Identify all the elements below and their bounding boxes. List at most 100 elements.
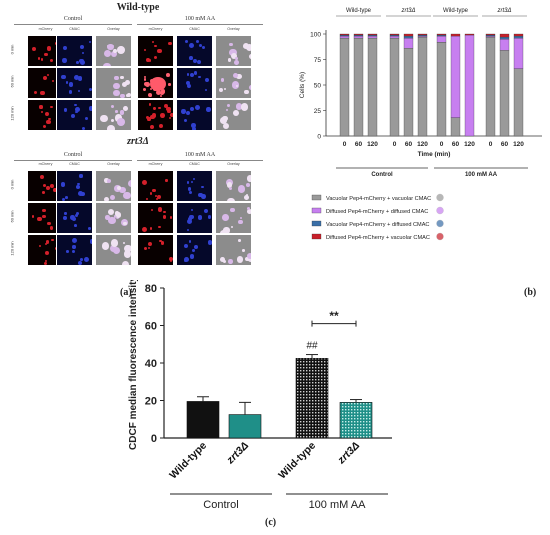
cell-blob — [201, 46, 206, 50]
cell-blob — [159, 90, 165, 96]
cell-blob — [156, 89, 162, 95]
column-header: mCherry — [148, 162, 163, 166]
micrograph-tile — [95, 67, 132, 99]
bar — [186, 401, 220, 439]
cell-blob — [128, 180, 131, 188]
condition-label-control: Control — [203, 499, 238, 511]
condition-label-aa: 100 mM AA — [465, 172, 498, 178]
cell-blob — [246, 207, 250, 211]
cell-blob — [183, 257, 189, 262]
column-header: CMAC — [189, 27, 200, 31]
legend-swatch — [311, 194, 322, 201]
cell-blob — [191, 248, 196, 253]
cell-blob — [62, 45, 68, 51]
cell-blob — [123, 250, 131, 259]
cell-blob — [60, 182, 66, 188]
cell-blob — [78, 90, 81, 93]
cell-blob — [68, 82, 74, 87]
cell-blob — [145, 197, 149, 201]
cell-blob — [198, 192, 203, 198]
legend-swatch — [311, 233, 322, 240]
cell-blob — [152, 189, 156, 193]
stacked-bar-segment — [403, 33, 414, 37]
cell-blob — [237, 185, 246, 193]
cell-blob — [160, 241, 164, 245]
cell-blob — [38, 244, 42, 248]
stacked-bar-segment — [436, 42, 447, 137]
cell-blob — [39, 105, 43, 109]
cell-blob — [142, 227, 148, 233]
micrograph-tile — [95, 170, 132, 202]
cell-blob — [163, 215, 167, 219]
cell-blob — [62, 58, 67, 63]
cell-blob — [223, 87, 227, 90]
cell-blob — [201, 185, 204, 188]
cell-blob — [160, 113, 165, 119]
stacked-bar-segment — [389, 37, 400, 137]
x-tick-label: 60 — [355, 141, 363, 148]
column-header: Overlay — [227, 27, 240, 31]
micrograph-tile — [56, 99, 93, 131]
x-tick-label: 0 — [489, 141, 493, 148]
cell-blob — [43, 124, 47, 129]
group-header-label: Wild-type — [443, 8, 469, 14]
micrograph-tile — [56, 170, 93, 202]
stacked-bar-segment — [417, 34, 428, 37]
micrograph-tile — [56, 202, 93, 234]
cell-blob — [71, 238, 77, 243]
cell-blob — [246, 252, 251, 260]
stacked-bar-segment — [485, 34, 496, 37]
cell-blob — [51, 238, 54, 242]
cell-blob — [49, 226, 54, 230]
cell-blob — [247, 209, 251, 215]
cell-blob — [248, 53, 251, 59]
cell-blob — [102, 242, 110, 250]
stacked-bar-segment — [436, 34, 447, 37]
cell-blob — [151, 208, 154, 212]
cell-blob — [245, 182, 250, 187]
cell-blob — [72, 250, 76, 254]
micrograph-tile — [95, 234, 132, 266]
cell-blob — [190, 208, 194, 212]
cell-blob — [79, 59, 85, 65]
cell-blob — [77, 76, 83, 81]
cell-blob — [147, 241, 153, 247]
wt-condition-aa: 100 mM AA — [184, 16, 216, 22]
cell-blob — [119, 186, 126, 194]
cell-blob — [187, 219, 193, 225]
y-axis-label: CDCF median fluorescence intensity — [128, 280, 139, 450]
panel-c-chart: 0 20 40 60 80 CDCF median fluorescence intens… — [128, 280, 392, 511]
cell-blob — [229, 49, 237, 57]
stacked-bar-segment — [513, 68, 524, 137]
cell-blob — [169, 117, 172, 120]
cell-blob — [189, 254, 195, 259]
micrograph-tile — [215, 170, 252, 202]
cell-blob — [46, 185, 50, 190]
cell-blob — [115, 110, 119, 113]
column-header: Overlay — [107, 162, 120, 166]
cell-blob — [88, 227, 91, 231]
micrograph-tile — [176, 35, 213, 67]
stacked-bar-segment — [464, 33, 475, 36]
cell-blob — [44, 242, 48, 245]
cell-blob — [245, 193, 249, 197]
column-header: CMAC — [69, 27, 80, 31]
y-tick-label: 60 — [145, 321, 157, 333]
cell-blob — [76, 182, 80, 186]
cell-blob — [220, 78, 225, 83]
cell-blob — [143, 75, 147, 79]
legend-cell-icon — [436, 193, 444, 202]
cell-blob — [222, 122, 230, 130]
cell-blob — [49, 59, 53, 63]
cell-blob — [170, 113, 173, 117]
annotation-star: ** — [329, 309, 339, 323]
cell-blob — [61, 197, 66, 201]
cell-blob — [153, 56, 157, 59]
row-label: 0 min — [9, 179, 15, 190]
stacked-bar-segment — [353, 34, 364, 37]
cell-blob — [193, 177, 196, 180]
stacked-bar-segment — [485, 35, 496, 38]
cell-blob — [191, 126, 196, 130]
cell-blob — [48, 117, 51, 121]
cell-blob — [81, 126, 85, 130]
